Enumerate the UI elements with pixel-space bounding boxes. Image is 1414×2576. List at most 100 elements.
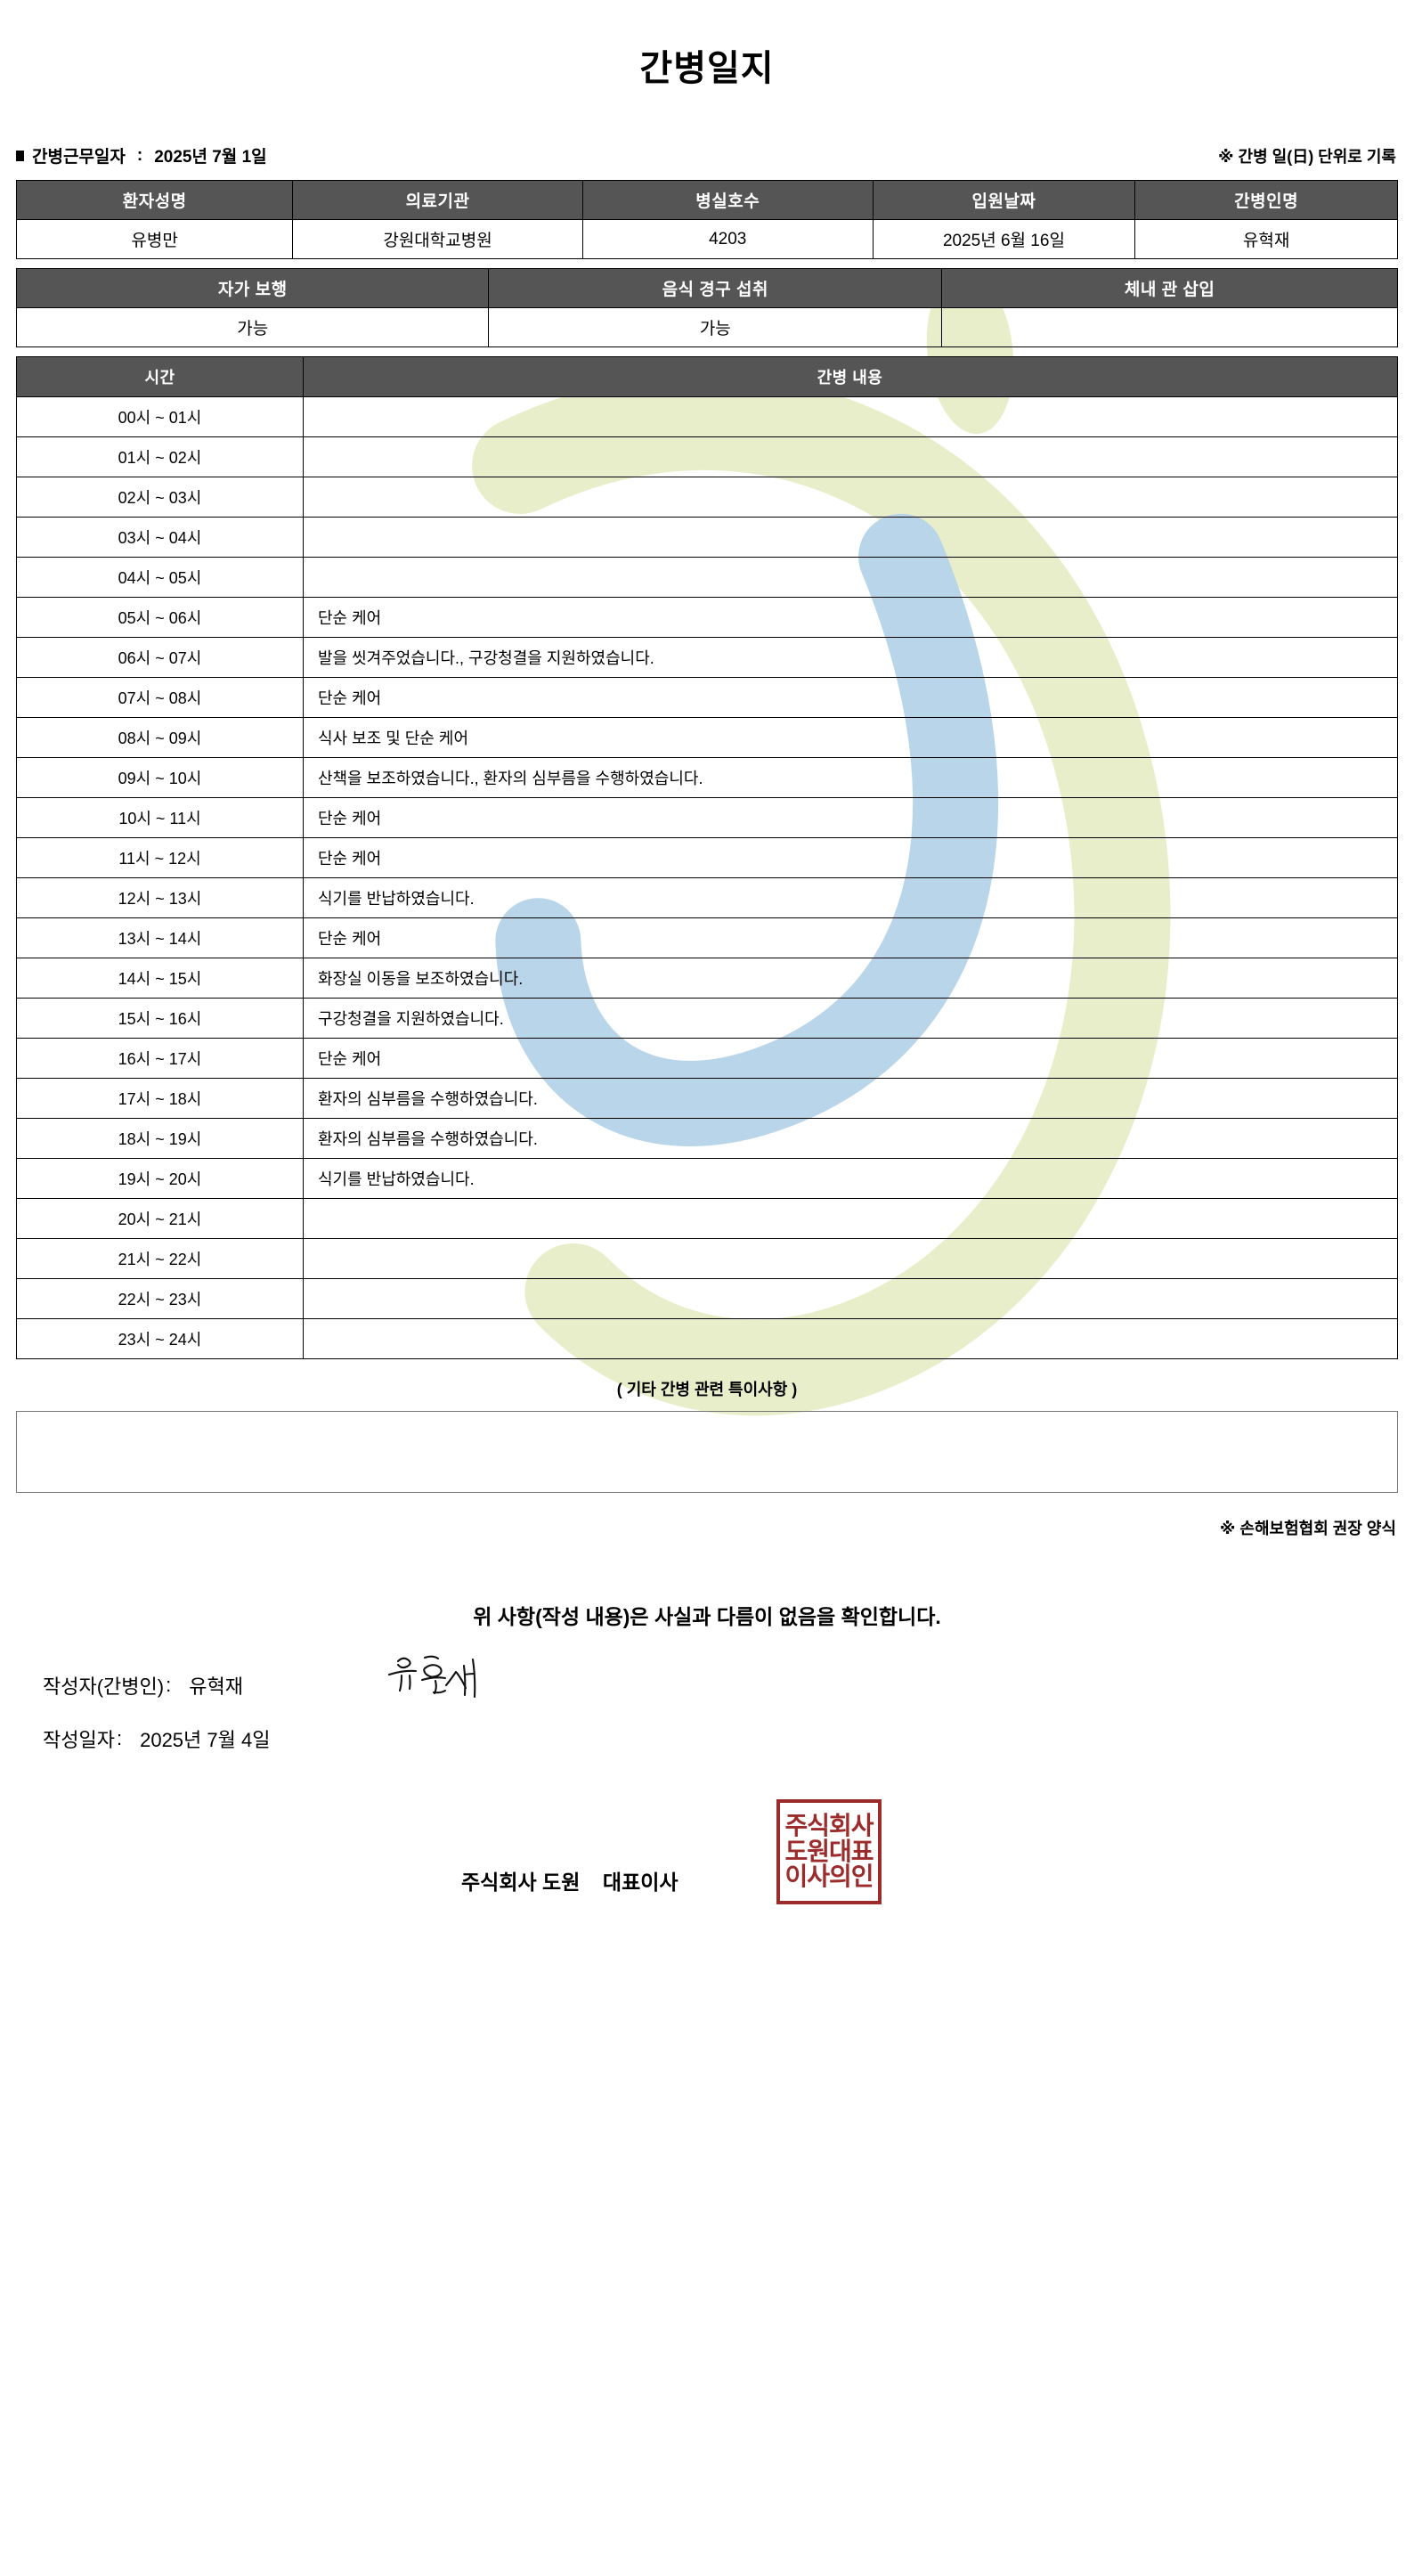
cell-care-content[interactable]: [303, 1238, 1398, 1279]
cell-admission-date: 2025년 6월 16일: [872, 219, 1136, 259]
table-row: 23시 ~ 24시: [16, 1318, 1398, 1359]
table-row: 18시 ~ 19시 환자의 심부름을 수행하였습니다.: [16, 1118, 1398, 1159]
page-title: 간병일지: [639, 49, 775, 88]
cell-care-content[interactable]: [303, 517, 1398, 558]
table-row: 07시 ~ 08시 단순 케어: [16, 677, 1398, 718]
author-colon: :: [166, 1674, 172, 1696]
signature-block: 작성자(간병인) : 유혁재: [16, 1655, 1398, 1753]
cell-care-content[interactable]: 단순 케어: [303, 597, 1398, 638]
col-header-caregiver-name: 간병인명: [1134, 180, 1398, 220]
cell-care-content[interactable]: 식기를 반납하였습니다.: [303, 877, 1398, 918]
work-date-colon: :: [136, 145, 143, 165]
square-bullet-icon: [16, 150, 24, 161]
cell-time-slot: 20시 ~ 21시: [16, 1198, 304, 1239]
table-row: 08시 ~ 09시 식사 보조 및 단순 케어: [16, 717, 1398, 758]
cell-tube-insertion: [941, 307, 1398, 347]
meta-row: 간병근무일자 : 2025년 7월 1일 ※ 간병 일(日) 단위로 기록: [16, 143, 1398, 167]
cell-oral-intake: 가능: [488, 307, 943, 347]
seal-line-1: 주식회사: [784, 1812, 874, 1840]
cell-time-slot: 23시 ~ 24시: [16, 1318, 304, 1359]
cell-time-slot: 12시 ~ 13시: [16, 877, 304, 918]
table-row: 02시 ~ 03시: [16, 477, 1398, 518]
cell-time-slot: 15시 ~ 16시: [16, 998, 304, 1039]
col-header-care-content: 간병 내용: [303, 356, 1398, 397]
table-row: 가능 가능: [15, 307, 1398, 347]
cell-care-content[interactable]: 식사 보조 및 단순 케어: [303, 717, 1398, 758]
cell-care-content[interactable]: 환자의 심부름을 수행하였습니다.: [303, 1118, 1398, 1159]
cell-care-content[interactable]: [303, 477, 1398, 518]
author-label: 작성자(간병인): [43, 1675, 165, 1698]
cell-time-slot: 14시 ~ 15시: [16, 958, 304, 999]
handwritten-signature-icon: [386, 1651, 492, 1707]
col-header-patient-name: 환자성명: [15, 180, 294, 220]
cell-care-content[interactable]: 산책을 보조하였습니다., 환자의 심부름을 수행하였습니다.: [303, 757, 1398, 798]
table-row: 15시 ~ 16시 구강청결을 지원하였습니다.: [16, 998, 1398, 1039]
company-seal-stamp: 주식회사 도원대표 이사의인: [776, 1799, 882, 1904]
table-row: 06시 ~ 07시 발을 씻겨주었습니다., 구강청결을 지원하였습니다.: [16, 637, 1398, 678]
table-row-header: 자가 보행 음식 경구 섭취 체내 관 삽입: [15, 268, 1398, 308]
special-notes-box[interactable]: [16, 1411, 1398, 1493]
cell-care-content[interactable]: [303, 1198, 1398, 1239]
cell-time-slot: 13시 ~ 14시: [16, 917, 304, 958]
cell-time-slot: 05시 ~ 06시: [16, 597, 304, 638]
cell-care-content[interactable]: 환자의 심부름을 수행하였습니다.: [303, 1078, 1398, 1119]
cell-time-slot: 16시 ~ 17시: [16, 1038, 304, 1079]
cell-time-slot: 07시 ~ 08시: [16, 677, 304, 718]
cell-time-slot: 01시 ~ 02시: [16, 436, 304, 477]
table-row: 20시 ~ 21시: [16, 1198, 1398, 1239]
cell-care-content[interactable]: [303, 1318, 1398, 1359]
cell-room-number: 4203: [581, 219, 874, 259]
table-row: 05시 ~ 06시 단순 케어: [16, 597, 1398, 638]
table-row: 17시 ~ 18시 환자의 심부름을 수행하였습니다.: [16, 1078, 1398, 1119]
special-notes-caption: ( 기타 간병 관련 특이사항 ): [616, 1381, 798, 1398]
cell-caregiver-name: 유혁재: [1134, 219, 1398, 259]
col-header-self-walking: 자가 보행: [15, 268, 490, 308]
col-header-admission-date: 입원날짜: [872, 180, 1136, 220]
table-row: 22시 ~ 23시: [16, 1278, 1398, 1319]
cell-care-content[interactable]: 단순 케어: [303, 837, 1398, 878]
table-row: 03시 ~ 04시: [16, 517, 1398, 558]
table-row: 12시 ~ 13시 식기를 반납하였습니다.: [16, 877, 1398, 918]
cell-care-content[interactable]: [303, 1278, 1398, 1319]
write-date-colon: :: [116, 1727, 123, 1749]
cell-care-content[interactable]: 단순 케어: [303, 797, 1398, 838]
company-signature-row: 주식회사 도원 대표이사 주식회사 도원대표 이사의인: [16, 1799, 1398, 1933]
cell-care-content[interactable]: 단순 케어: [303, 917, 1398, 958]
cell-time-slot: 19시 ~ 20시: [16, 1158, 304, 1199]
cell-care-content[interactable]: 단순 케어: [303, 677, 1398, 718]
confirmation-statement: 위 사항(작성 내용)은 사실과 다름이 없음을 확인합니다.: [473, 1605, 941, 1628]
cell-time-slot: 17시 ~ 18시: [16, 1078, 304, 1119]
cell-care-content[interactable]: 화장실 이동을 보조하였습니다.: [303, 958, 1398, 999]
seal-line-3: 이사의인: [784, 1863, 874, 1891]
write-date-label: 작성일자: [43, 1729, 115, 1751]
cell-care-content[interactable]: 구강청결을 지원하였습니다.: [303, 998, 1398, 1039]
table-row: 00시 ~ 01시: [16, 396, 1398, 437]
cell-care-content[interactable]: [303, 396, 1398, 437]
seal-line-2: 도원대표: [784, 1837, 874, 1865]
cell-care-content[interactable]: [303, 557, 1398, 598]
company-name: 주식회사 도원 대표이사: [461, 1871, 679, 1894]
col-header-oral-intake: 음식 경구 섭취: [488, 268, 943, 308]
cell-care-content[interactable]: 발을 씻겨주었습니다., 구강청결을 지원하였습니다.: [303, 637, 1398, 678]
cell-care-content[interactable]: [303, 436, 1398, 477]
write-date-row: 작성일자 : 2025년 7월 4일: [43, 1724, 1398, 1753]
table-row: 유병만 강원대학교병원 4203 2025년 6월 16일 유혁재: [15, 219, 1398, 259]
col-header-room-number: 병실호수: [581, 180, 874, 220]
cell-time-slot: 09시 ~ 10시: [16, 757, 304, 798]
work-date-group: 간병근무일자 : 2025년 7월 1일: [16, 143, 267, 167]
cell-time-slot: 08시 ~ 09시: [16, 717, 304, 758]
cell-self-walking: 가능: [15, 307, 490, 347]
table-row: 14시 ~ 15시 화장실 이동을 보조하였습니다.: [16, 958, 1398, 999]
table-row: 13시 ~ 14시 단순 케어: [16, 917, 1398, 958]
table-row: 09시 ~ 10시 산책을 보조하였습니다., 환자의 심부름을 수행하였습니다.: [16, 757, 1398, 798]
cell-care-content[interactable]: 단순 케어: [303, 1038, 1398, 1079]
table-row: 11시 ~ 12시 단순 케어: [16, 837, 1398, 878]
table-row: 04시 ~ 05시: [16, 557, 1398, 598]
cell-time-slot: 11시 ~ 12시: [16, 837, 304, 878]
cell-time-slot: 00시 ~ 01시: [16, 396, 304, 437]
table-row-header: 시간 간병 내용: [16, 356, 1398, 397]
cell-patient-name: 유병만: [15, 219, 294, 259]
col-header-time: 시간: [16, 356, 304, 397]
form-source-note: ※ 손해보험협회 권장 양식: [1219, 1520, 1396, 1537]
cell-care-content[interactable]: 식기를 반납하였습니다.: [303, 1158, 1398, 1199]
